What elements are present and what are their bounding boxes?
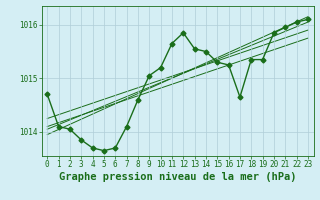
X-axis label: Graphe pression niveau de la mer (hPa): Graphe pression niveau de la mer (hPa) [59, 172, 296, 182]
